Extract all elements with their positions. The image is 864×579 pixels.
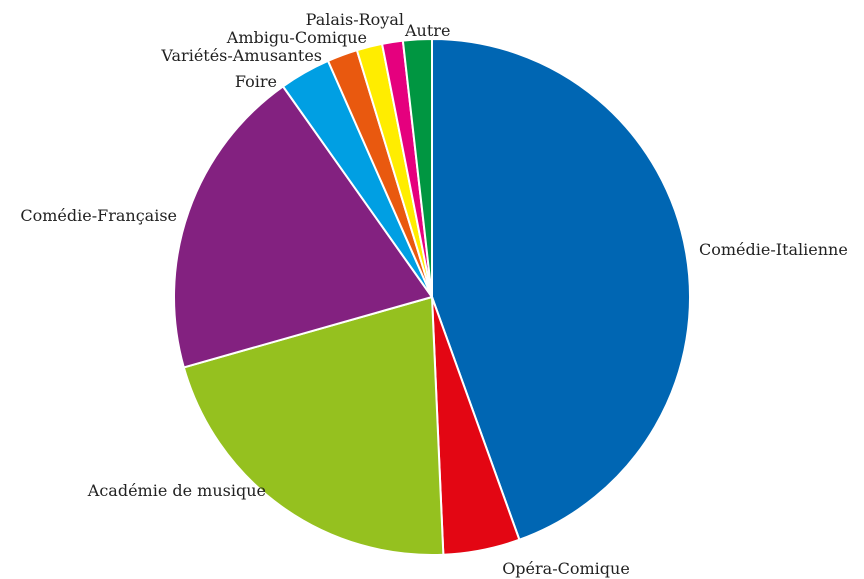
pie-slices — [173, 38, 691, 556]
pie-slice-label: Opéra-Comique — [502, 559, 630, 578]
pie-slice-label: Comédie-Italienne — [699, 240, 848, 259]
pie-slice-label: Académie de musique — [87, 481, 266, 500]
pie-slice — [431, 38, 691, 541]
pie-slice-label: Comédie-Française — [20, 206, 177, 225]
pie-slice-label: Autre — [404, 21, 450, 40]
pie-labels: Comédie-Italienne Opéra-Comique Académie d… — [20, 10, 847, 578]
pie-slice — [173, 85, 433, 369]
pie-slice-label: Foire — [235, 72, 277, 91]
pie-slice-label: Ambigu-Comique — [226, 28, 367, 47]
pie-slice-label: Variétés-Amusantes — [160, 46, 322, 65]
pie-slice-label: Palais-Royal — [306, 10, 404, 29]
pie-slice — [401, 38, 433, 298]
pie-slice — [182, 296, 445, 556]
